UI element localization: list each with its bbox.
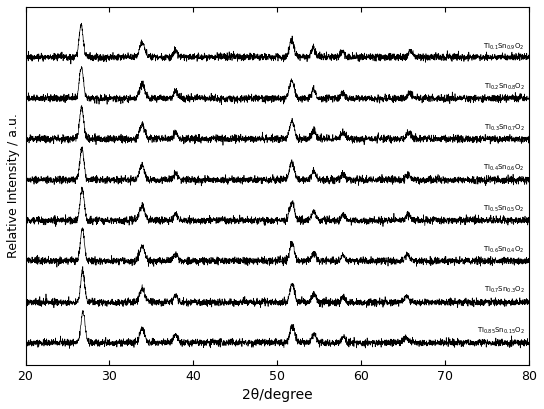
X-axis label: 2θ/degree: 2θ/degree [242,388,313,402]
Text: Ti$_{0.7}$Sn$_{0.3}$O$_2$: Ti$_{0.7}$Sn$_{0.3}$O$_2$ [484,285,525,295]
Y-axis label: Relative Intensity / a.u.: Relative Intensity / a.u. [7,113,20,258]
Text: Ti$_{0.4}$Sn$_{0.6}$O$_2$: Ti$_{0.4}$Sn$_{0.6}$O$_2$ [484,163,525,173]
Text: Ti$_{0.1}$Sn$_{0.9}$O$_2$: Ti$_{0.1}$Sn$_{0.9}$O$_2$ [484,41,525,52]
Text: Ti$_{0.2}$Sn$_{0.8}$O$_2$: Ti$_{0.2}$Sn$_{0.8}$O$_2$ [484,82,525,92]
Text: Ti$_{0.85}$Sn$_{0.15}$O$_2$: Ti$_{0.85}$Sn$_{0.15}$O$_2$ [477,326,525,336]
Text: Ti$_{0.5}$Sn$_{0.5}$O$_2$: Ti$_{0.5}$Sn$_{0.5}$O$_2$ [484,204,525,214]
Text: Ti$_{0.6}$Sn$_{0.4}$O$_2$: Ti$_{0.6}$Sn$_{0.4}$O$_2$ [484,245,525,255]
Text: Ti$_{0.3}$Sn$_{0.7}$O$_2$: Ti$_{0.3}$Sn$_{0.7}$O$_2$ [484,123,525,133]
